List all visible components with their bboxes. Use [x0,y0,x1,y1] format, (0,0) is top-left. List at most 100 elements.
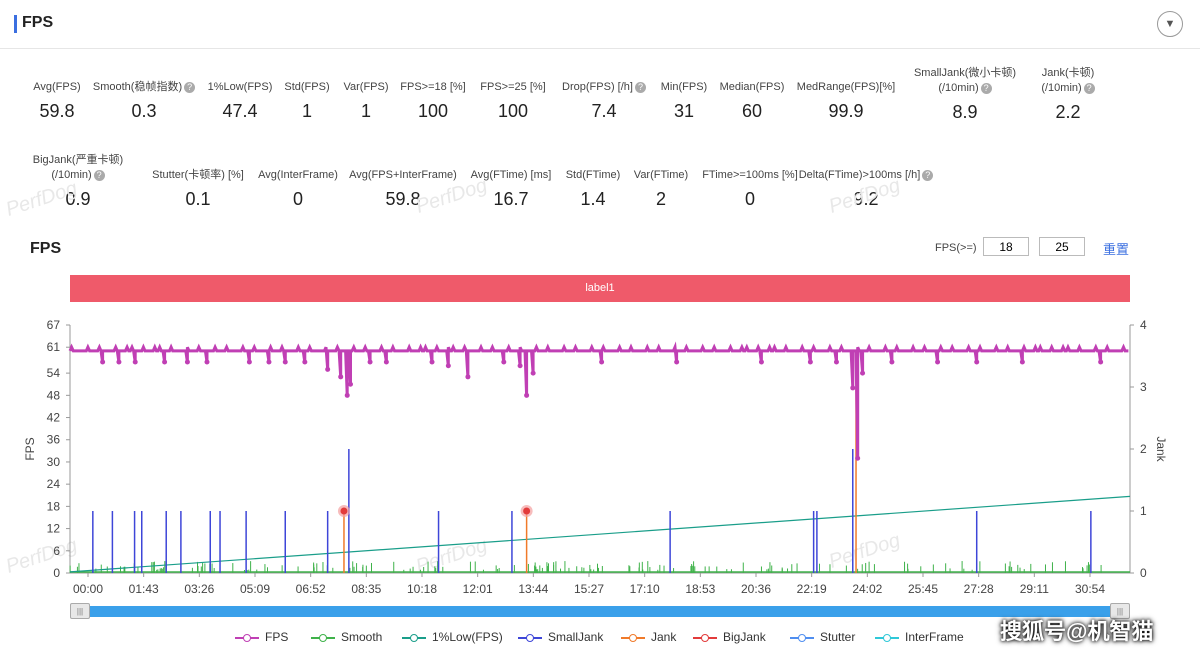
stat-17: Avg(FTime) [ms] 16.7 [436,168,586,210]
collapse-button[interactable]: ▼ [1157,11,1183,37]
stat-value: 9.2 [853,189,879,209]
stat-label: Stutter(卡顿率) [%] [123,168,273,183]
y-tick-label: 30 [47,455,61,469]
x-tick-label: 12:01 [463,582,493,596]
time-range-scrollbar[interactable]: ||| ||| [70,603,1130,619]
legend-item[interactable]: FPS [235,630,288,644]
stat-value: 16.7 [493,189,529,209]
legend-item[interactable]: Jank [621,630,676,644]
stat-value: 0 [292,189,303,209]
scrollbar-left-handle[interactable]: ||| [70,603,90,619]
legend-label: InterFrame [905,630,964,644]
legend-item[interactable]: Stutter [790,630,855,644]
x-tick-label: 08:35 [351,582,381,596]
stat-3: Std(FPS) 1 [232,80,382,122]
x-tick-label: 25:45 [908,582,938,596]
stat-label: Delta(FTime)>100ms [/h]? [791,168,941,183]
fps-point [1019,359,1025,365]
y-tick-label: 42 [47,411,61,425]
y-tick-label: 48 [47,388,61,402]
y-tick-label: 12 [47,522,61,536]
stat-label-text: FPS>=25 [%] [480,81,546,93]
fps-point [162,359,168,365]
fps-point [338,374,344,380]
fps-point [445,363,451,369]
stat-7: Drop(FPS) [/h]? 7.4 [529,80,679,122]
stat-5: FPS>=18 [%] 100 [358,80,508,122]
stat-label: FPS>=25 [%] [438,80,588,95]
x-tick-label: 03:26 [184,582,214,596]
y-tick-label: 54 [47,366,61,380]
fps-point [974,359,980,365]
legend-item[interactable]: Smooth [311,630,382,644]
legend-swatch [311,633,335,642]
stat-label: MedRange(FPS)[%] [771,80,921,95]
stat-label: BigJank(严重卡顿) [3,153,153,168]
fps-point [383,359,389,365]
help-icon[interactable]: ? [1083,82,1095,94]
y-tick-label: 67 [47,318,61,332]
scrollbar-right-handle[interactable]: ||| [1110,603,1130,619]
stat-label-text: Avg(FTime) [ms] [470,169,552,181]
legend-item[interactable]: BigJank [693,630,766,644]
fps-point [302,359,308,365]
stat-15: Avg(InterFrame) 0 [223,168,373,210]
stat-13: BigJank(严重卡顿) (/10min)? 0.9 [3,153,153,210]
stat-value: 0.3 [131,101,157,121]
fps-point [599,359,605,365]
legend-item[interactable]: 1%Low(FPS) [402,630,503,644]
legend-swatch [518,633,542,642]
threshold-input-1[interactable] [983,237,1029,256]
label-bar[interactable]: label1 [70,275,1130,302]
chart-title: FPS [30,240,62,257]
fps-point [860,370,866,376]
fps-point [517,363,523,369]
stat-value: 1.4 [580,189,606,209]
x-tick-label: 27:28 [964,582,994,596]
stat-value: 1 [360,101,371,121]
help-icon[interactable]: ? [922,169,934,181]
stat-4: Var(FPS) 1 [291,80,441,122]
stat-12: Jank(卡顿) (/10min)? 2.2 [993,66,1143,123]
legend-swatch [693,633,717,642]
threshold-input-2[interactable] [1039,237,1085,256]
stat-0: Avg(FPS) 59.8 [0,80,132,122]
x-tick-label: 00:00 [73,582,103,596]
stat-label: Avg(FPS) [0,80,132,95]
y2-tick-label: 1 [1140,504,1147,518]
fps-point [850,385,856,391]
y-tick-label: 6 [53,544,60,558]
legend-item[interactable]: SmallJank [518,630,603,644]
stat-label: Avg(InterFrame) [223,168,373,183]
section-accent-bar [14,15,17,33]
fps-point [246,359,252,365]
corner-watermark: 搜狐号@机智猫 [1000,619,1154,644]
stat-9: Median(FPS) 60 [677,80,827,122]
stat-label-text: Median(FPS) [719,81,785,93]
stat-value: 60 [741,101,763,121]
reset-link[interactable]: 重置 [1103,242,1130,257]
help-icon[interactable]: ? [634,81,646,93]
legend-item[interactable]: InterFrame [875,630,964,644]
help-icon[interactable]: ? [184,81,196,93]
stat-14: Stutter(卡顿率) [%] 0.1 [123,168,273,210]
chevron-down-icon: ▼ [1164,18,1176,30]
stat-16: Avg(FPS+InterFrame) 59.8 [328,168,478,210]
stat-value: 59.8 [385,189,421,209]
stat-value: 0.1 [185,189,211,209]
stat-label-unit: (/10min)? [3,168,153,183]
fps-point [833,359,839,365]
help-icon[interactable]: ? [980,82,992,94]
y2-axis-title: Jank [1154,436,1168,462]
y2-tick-label: 2 [1140,442,1147,456]
x-tick-label: 24:02 [852,582,882,596]
help-icon[interactable]: ? [93,169,105,181]
legend-label: SmallJank [548,630,604,644]
stat-label: SmallJank(微小卡顿) [890,66,1040,81]
stat-label: 1%Low(FPS) [165,80,315,95]
fps-point [855,455,861,461]
section-title: FPS [22,14,54,31]
stat-label: Var(FPS) [291,80,441,95]
scrollbar-track[interactable] [70,606,1130,617]
